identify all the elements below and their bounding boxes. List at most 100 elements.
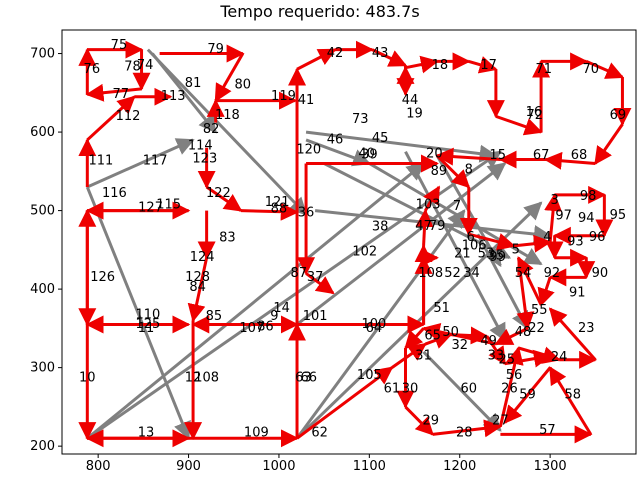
route-edge (504, 349, 552, 368)
node-label: 63 (295, 370, 312, 385)
route-edge (468, 232, 516, 251)
node-label: 31 (415, 348, 432, 363)
node-label: 74 (137, 58, 154, 73)
node-label: 76 (84, 62, 101, 77)
node-label: 38 (372, 220, 389, 235)
node-label: 103 (416, 198, 441, 213)
node-label: 11 (138, 321, 155, 336)
y-tick-label: 200 (30, 439, 55, 454)
node-label: 27 (492, 414, 509, 429)
path-edge (151, 52, 217, 134)
node-label: 107 (239, 321, 264, 336)
node-label: 119 (271, 89, 296, 104)
node-label: 57 (539, 423, 556, 438)
node-label: 110 (135, 308, 160, 323)
node-label: 83 (219, 231, 236, 246)
y-tick-label: 500 (30, 204, 55, 219)
node-label: 106 (462, 238, 487, 253)
node-label: 25 (498, 352, 515, 367)
node-label: 58 (564, 388, 581, 403)
node-label: 96 (589, 230, 606, 245)
node-label: 109 (244, 425, 269, 440)
node-label: 44 (402, 93, 419, 108)
path-edge (86, 138, 195, 189)
path-edge (296, 162, 507, 326)
route-edge (85, 83, 142, 102)
route-edge (423, 185, 441, 212)
node-label: 68 (571, 148, 588, 163)
plot-title: Tempo requerido: 483.7s (220, 2, 420, 21)
path-edge (86, 162, 425, 440)
route-edge (450, 326, 489, 345)
node-label: 54 (515, 266, 532, 281)
y-tick-label: 700 (30, 47, 55, 62)
node-label: 78 (124, 59, 141, 74)
node-label: 75 (111, 38, 128, 53)
x-axis-ticks: 800 900 1000 1100 1200 1300 (86, 454, 567, 474)
node-label: 120 (296, 143, 321, 158)
node-label: 116 (102, 186, 127, 201)
route-edge (513, 234, 552, 253)
route-edge (214, 52, 245, 103)
route-edge (404, 405, 434, 436)
node-label: 71 (536, 62, 553, 77)
node-label: 112 (116, 109, 141, 124)
x-tick-label: 1200 (443, 459, 476, 474)
node-label: 56 (506, 368, 523, 383)
node-label: 10 (79, 370, 96, 385)
node-label: 94 (578, 211, 595, 226)
node-label: 85 (206, 309, 223, 324)
path-edge (305, 130, 498, 163)
route-edge (305, 272, 335, 295)
node-label: 7 (453, 199, 461, 214)
node-label: 90 (592, 266, 609, 281)
node-label: 86 (257, 319, 274, 334)
node-label: 41 (298, 93, 315, 108)
node-label: 125 (135, 317, 160, 332)
path-edge (146, 48, 308, 216)
node-label: 102 (352, 245, 377, 260)
node-label: 64 (366, 321, 383, 336)
y-tick-label: 300 (30, 361, 55, 376)
node-label: 118 (215, 108, 240, 123)
x-tick-label: 1300 (534, 459, 567, 474)
node-label: 73 (352, 112, 369, 127)
node-label: 36 (298, 205, 315, 220)
path-edge (422, 350, 502, 432)
x-tick-label: 800 (86, 459, 111, 474)
node-label: 98 (580, 189, 597, 204)
node-label: 17 (480, 58, 497, 73)
node-label: 65 (424, 329, 441, 344)
node-label: 113 (161, 89, 186, 104)
node-label: 46 (327, 132, 344, 147)
route-edge (594, 123, 624, 165)
node-label: 114 (188, 139, 213, 154)
node-label: 93 (567, 235, 584, 250)
route-edge (468, 56, 498, 74)
node-label: 126 (90, 270, 115, 285)
node-label: 62 (311, 425, 328, 440)
node-label: 70 (583, 62, 600, 77)
node-label: 67 (533, 148, 550, 163)
node-label: 55 (531, 303, 548, 318)
node-label: 45 (372, 131, 389, 146)
path-edge (305, 138, 372, 167)
node-label: 43 (372, 46, 389, 61)
node-label: 100 (361, 317, 386, 332)
node-label: 59 (519, 388, 536, 403)
node-label: 105 (357, 368, 382, 383)
node-label: 122 (206, 186, 231, 201)
node-label: 32 (451, 338, 468, 353)
route-edge (240, 202, 299, 221)
node-label: 28 (456, 425, 473, 440)
node-label: 123 (192, 151, 217, 166)
node-label: 42 (327, 46, 344, 61)
node-label: 117 (143, 154, 168, 169)
node-label: 128 (185, 270, 210, 285)
route-edge (371, 48, 408, 67)
node-label: 82 (203, 122, 220, 137)
node-label: 49 (480, 334, 497, 349)
node-label: 72 (526, 108, 543, 123)
